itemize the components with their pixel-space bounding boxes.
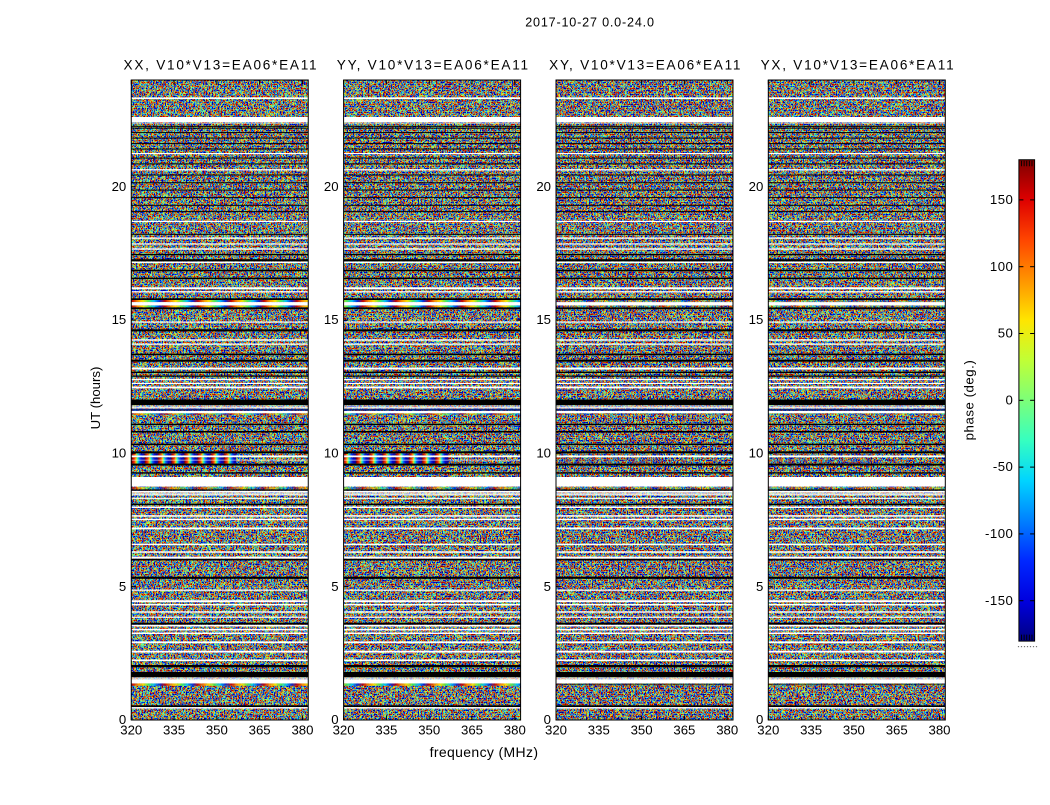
svg-text:320: 320 xyxy=(120,723,142,738)
svg-text:5: 5 xyxy=(119,579,126,594)
svg-text:0: 0 xyxy=(119,712,126,727)
svg-text:10: 10 xyxy=(112,445,127,460)
svg-text:15: 15 xyxy=(749,312,764,327)
svg-text:20: 20 xyxy=(749,179,764,194)
svg-text:-100: -100 xyxy=(985,526,1013,541)
svg-text:320: 320 xyxy=(333,723,355,738)
svg-text:350: 350 xyxy=(418,723,440,738)
svg-text:335: 335 xyxy=(375,723,397,738)
svg-text:365: 365 xyxy=(673,723,695,738)
svg-text:-150: -150 xyxy=(985,593,1013,608)
svg-text:frequency (MHz): frequency (MHz) xyxy=(430,744,539,760)
svg-text:380: 380 xyxy=(928,723,950,738)
svg-text:10: 10 xyxy=(536,445,551,460)
svg-text:0: 0 xyxy=(756,712,763,727)
svg-text:5: 5 xyxy=(331,579,338,594)
svg-text:10: 10 xyxy=(749,445,764,460)
svg-text:5: 5 xyxy=(544,579,551,594)
svg-text:380: 380 xyxy=(504,723,526,738)
svg-text:380: 380 xyxy=(291,723,313,738)
svg-text:-50: -50 xyxy=(993,459,1014,474)
svg-text:15: 15 xyxy=(324,312,339,327)
svg-text:320: 320 xyxy=(757,723,779,738)
svg-text:365: 365 xyxy=(886,723,908,738)
svg-text:XX, V10*V13=EA06*EA11: XX, V10*V13=EA06*EA11 xyxy=(124,58,319,73)
svg-text:YY, V10*V13=EA06*EA11: YY, V10*V13=EA06*EA11 xyxy=(337,58,530,73)
svg-text:5: 5 xyxy=(756,579,763,594)
svg-text:335: 335 xyxy=(588,723,610,738)
svg-text:2017-10-27 0.0-24.0: 2017-10-27 0.0-24.0 xyxy=(525,15,655,29)
svg-text:335: 335 xyxy=(800,723,822,738)
svg-text:335: 335 xyxy=(163,723,185,738)
svg-text:0: 0 xyxy=(1006,392,1014,407)
svg-text:365: 365 xyxy=(461,723,483,738)
svg-text:100: 100 xyxy=(990,259,1014,274)
svg-text:XY, V10*V13=EA06*EA11: XY, V10*V13=EA06*EA11 xyxy=(549,58,742,73)
svg-text:UT (hours): UT (hours) xyxy=(88,367,103,430)
svg-text:20: 20 xyxy=(536,179,551,194)
svg-text:320: 320 xyxy=(545,723,567,738)
svg-text:365: 365 xyxy=(249,723,271,738)
svg-text:350: 350 xyxy=(206,723,228,738)
svg-text:YX, V10*V13=EA06*EA11: YX, V10*V13=EA06*EA11 xyxy=(761,58,956,73)
svg-text:15: 15 xyxy=(536,312,551,327)
svg-text:0: 0 xyxy=(544,712,551,727)
svg-text:50: 50 xyxy=(998,326,1014,341)
svg-text:350: 350 xyxy=(631,723,653,738)
svg-text:20: 20 xyxy=(324,179,339,194)
svg-text:350: 350 xyxy=(843,723,865,738)
svg-text:10: 10 xyxy=(324,445,339,460)
svg-text:20: 20 xyxy=(112,179,127,194)
svg-text:380: 380 xyxy=(716,723,738,738)
svg-text:15: 15 xyxy=(112,312,127,327)
svg-text:phase (deg.): phase (deg.) xyxy=(962,360,977,441)
svg-text:150: 150 xyxy=(990,192,1014,207)
svg-text:0: 0 xyxy=(331,712,338,727)
